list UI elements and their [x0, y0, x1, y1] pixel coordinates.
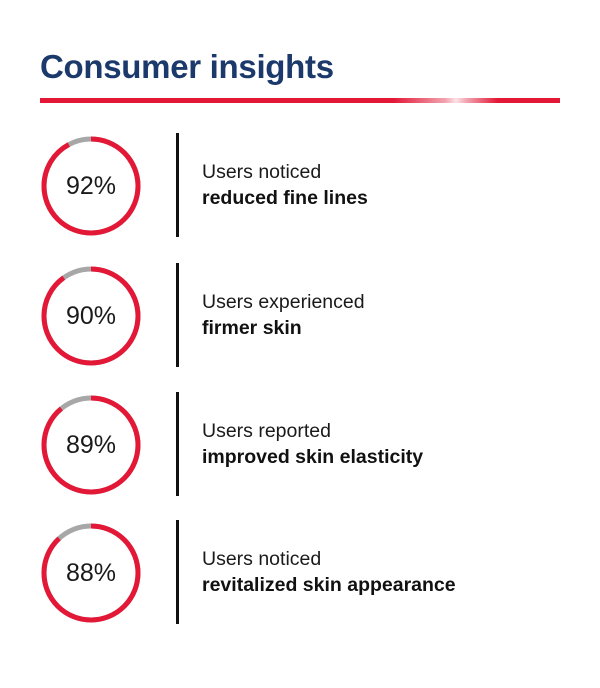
title-underline: [40, 98, 560, 103]
insight-line-2: reduced fine lines: [202, 187, 368, 209]
percent-value: 89%: [65, 431, 117, 459]
insight-line-1: Users noticed: [202, 161, 322, 183]
vertical-divider: [176, 263, 179, 367]
insight-text: Users reported improved skin elasticity: [202, 419, 582, 471]
ring-progress-arc: [41, 266, 141, 366]
insight-line-2: improved skin elasticity: [202, 446, 424, 468]
ring-progress-arc: [41, 395, 141, 495]
percent-value: 88%: [65, 559, 117, 587]
percent-value: 90%: [65, 302, 117, 330]
vertical-divider: [176, 520, 179, 624]
insight-item: 90% Users experienced firmer skin: [0, 263, 600, 367]
insight-text: Users experienced firmer skin: [202, 290, 582, 342]
insight-line-2: firmer skin: [202, 317, 302, 339]
percent-ring: 90%: [38, 263, 144, 369]
vertical-divider: [176, 392, 179, 496]
insight-line-1: Users experienced: [202, 291, 365, 313]
insight-text: Users noticed revitalized skin appearanc…: [202, 547, 582, 599]
percent-ring: 88%: [38, 520, 144, 626]
insight-line-1: Users noticed: [202, 548, 322, 570]
percent-ring: 89%: [38, 392, 144, 498]
vertical-divider: [176, 133, 179, 237]
page-title: Consumer insights: [40, 48, 334, 85]
insight-item: 89% Users reported improved skin elastic…: [0, 392, 600, 496]
insight-line-1: Users reported: [202, 420, 331, 442]
insight-text: Users noticed reduced fine lines: [202, 160, 582, 212]
ring-progress-arc: [41, 136, 141, 236]
percent-ring: 92%: [38, 133, 144, 239]
insight-item: 88% Users noticed revitalized skin appea…: [0, 520, 600, 624]
ring-progress-arc: [41, 523, 141, 623]
percent-value: 92%: [65, 172, 117, 200]
insight-line-2: revitalized skin appearance: [202, 574, 456, 596]
insight-item: 92% Users noticed reduced fine lines: [0, 133, 600, 237]
